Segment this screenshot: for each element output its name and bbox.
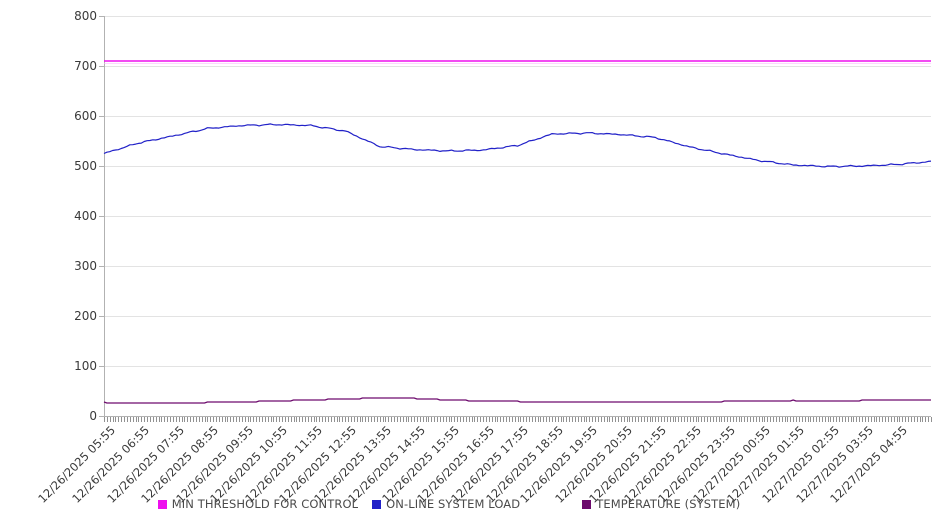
y-axis-tick-label: 100 bbox=[74, 359, 97, 373]
legend-item-temperature: TEMPERATURE (SYSTEM) bbox=[582, 497, 740, 511]
x-axis-minor-ticks bbox=[104, 417, 932, 422]
chart-legend: MIN THRESHOLD FOR CONTROL ON-LINE SYSTEM … bbox=[0, 497, 946, 511]
legend-item-min-threshold: MIN THRESHOLD FOR CONTROL bbox=[157, 497, 359, 511]
y-axis-tick-label: 200 bbox=[74, 309, 97, 323]
y-axis-tick-label: 300 bbox=[74, 259, 97, 273]
legend-swatch-icon bbox=[372, 499, 382, 509]
y-axis-ticks bbox=[99, 16, 104, 417]
legend-item-online-load: ON-LINE SYSTEM LOAD bbox=[372, 497, 520, 511]
legend-label: TEMPERATURE (SYSTEM) bbox=[596, 497, 741, 511]
axis-lines bbox=[104, 16, 931, 417]
series-line-temperature bbox=[103, 397, 931, 404]
legend-label: ON-LINE SYSTEM LOAD bbox=[386, 497, 521, 511]
gridlines bbox=[104, 16, 931, 367]
y-axis-tick-label: 700 bbox=[74, 59, 97, 73]
y-axis-tick-label: 0 bbox=[89, 409, 97, 423]
y-axis-tick-label: 400 bbox=[74, 209, 97, 223]
y-axis-tick-label: 500 bbox=[74, 159, 97, 173]
legend-label: MIN THRESHOLD FOR CONTROL bbox=[171, 497, 359, 511]
series-line-online-load bbox=[103, 123, 932, 168]
y-axis-tick-label: 600 bbox=[74, 109, 97, 123]
y-axis-tick-label: 800 bbox=[74, 9, 97, 23]
legend-swatch-icon bbox=[582, 499, 592, 509]
legend-swatch-icon bbox=[157, 499, 167, 509]
